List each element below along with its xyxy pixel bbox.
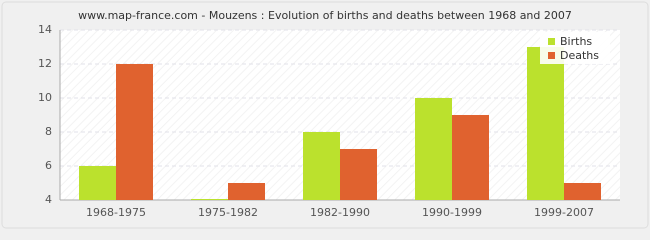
bar — [191, 199, 228, 200]
legend-label: Births — [560, 35, 592, 48]
bar — [564, 183, 601, 200]
y-tick-label: 6 — [45, 159, 52, 172]
chart-title: www.map-france.com - Mouzens : Evolution… — [78, 9, 572, 22]
legend-swatch — [548, 52, 555, 59]
legend-label: Deaths — [560, 49, 599, 62]
bar — [452, 115, 489, 200]
x-tick-label: 1968-1975 — [86, 206, 146, 219]
bar — [79, 166, 116, 200]
bar — [340, 149, 377, 200]
y-tick-label: 12 — [38, 57, 52, 70]
legend-swatch — [548, 38, 555, 45]
x-tick-label: 1975-1982 — [198, 206, 258, 219]
bar — [228, 183, 265, 200]
bar — [527, 47, 564, 200]
chart: www.map-france.com - Mouzens : Evolution… — [1, 1, 649, 229]
x-tick-label: 1990-1999 — [422, 206, 482, 219]
x-tick-label: 1999-2007 — [534, 206, 594, 219]
bar — [116, 64, 153, 200]
bar — [303, 132, 340, 200]
x-tick-label: 1982-1990 — [310, 206, 370, 219]
bar — [415, 98, 452, 200]
y-tick-label: 4 — [45, 193, 52, 206]
y-tick-label: 10 — [38, 91, 52, 104]
page: {"chart_data": {"type": "bar", "title": … — [1, 1, 649, 229]
y-tick-label: 14 — [38, 23, 52, 36]
y-tick-label: 8 — [45, 125, 52, 138]
